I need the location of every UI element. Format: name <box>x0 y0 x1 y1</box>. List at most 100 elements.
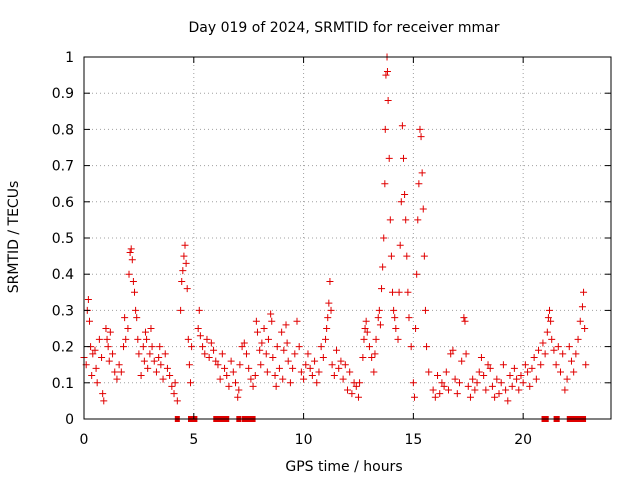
data-point <box>275 364 283 372</box>
data-point <box>178 277 186 285</box>
data-point <box>419 205 427 213</box>
data-point <box>85 317 93 325</box>
data-point <box>173 397 181 405</box>
data-point <box>497 379 505 387</box>
data-point <box>488 382 496 390</box>
data-point <box>436 390 444 398</box>
data-point <box>423 343 431 351</box>
data-point <box>188 343 196 351</box>
data-point <box>201 350 209 358</box>
data-point <box>325 299 333 307</box>
data-point <box>161 350 169 358</box>
data-point <box>396 241 404 249</box>
data-point <box>401 191 409 199</box>
y-tick-label: 0.9 <box>52 86 74 102</box>
data-point <box>295 343 303 351</box>
data-point <box>383 67 391 75</box>
data-point <box>330 372 338 380</box>
data-point <box>499 361 507 369</box>
data-point <box>482 386 490 394</box>
data-point <box>127 245 135 253</box>
data-point <box>109 350 117 358</box>
data-point <box>425 368 433 376</box>
data-point <box>473 379 481 387</box>
data-point <box>326 277 334 285</box>
data-point <box>581 325 589 332</box>
data-point <box>264 335 272 343</box>
data-point <box>442 368 450 376</box>
data-point <box>565 343 573 351</box>
data-point <box>302 361 310 369</box>
data-point <box>360 335 368 343</box>
data-point <box>387 252 395 260</box>
x-tick-label: 5 <box>189 432 198 448</box>
data-point <box>185 361 193 369</box>
data-point <box>344 386 351 394</box>
data-point <box>567 357 575 365</box>
data-point <box>552 361 560 369</box>
data-point <box>100 397 108 405</box>
data-point <box>269 353 277 361</box>
data-point <box>311 357 319 365</box>
data-point <box>126 248 134 256</box>
data-point <box>196 332 204 340</box>
x-tick-label: 0 <box>80 432 89 448</box>
data-point <box>232 379 240 387</box>
data-point <box>346 368 354 376</box>
data-point <box>184 335 192 343</box>
data-point <box>117 368 125 376</box>
data-point <box>92 364 100 372</box>
data-point <box>256 346 264 354</box>
data-point <box>253 328 261 336</box>
data-point <box>421 306 429 314</box>
data-point <box>362 317 370 325</box>
data-point <box>508 382 516 390</box>
data-point <box>121 314 129 322</box>
data-point <box>238 343 246 351</box>
data-point <box>159 375 167 383</box>
data-point <box>354 393 362 401</box>
data-point <box>227 357 235 365</box>
data-point <box>576 317 584 325</box>
data-point <box>99 390 107 398</box>
data-point <box>409 379 417 387</box>
data-point <box>394 335 402 343</box>
data-point <box>398 122 406 130</box>
data-point <box>181 241 189 249</box>
data-point <box>272 382 280 390</box>
data-point <box>328 361 336 369</box>
y-tick-label: 0.1 <box>52 376 74 392</box>
data-point <box>333 346 341 354</box>
data-point <box>284 357 292 365</box>
data-point <box>258 339 266 347</box>
data-point <box>453 390 461 398</box>
data-point <box>133 314 141 322</box>
data-point <box>380 234 388 242</box>
data-point <box>521 361 529 369</box>
data-point <box>263 368 271 376</box>
data-point <box>455 379 463 387</box>
data-point <box>486 364 494 372</box>
data-point <box>359 353 367 361</box>
data-point <box>156 343 164 351</box>
data-point <box>163 364 171 372</box>
y-tick-label: 0.4 <box>52 267 74 283</box>
data-point <box>216 375 224 383</box>
data-point <box>466 393 474 401</box>
data-point <box>410 393 418 401</box>
data-point <box>371 350 379 358</box>
data-point <box>289 364 297 372</box>
data-point <box>417 133 425 141</box>
data-point <box>135 350 143 358</box>
y-tick-label: 0.7 <box>52 159 74 175</box>
data-point <box>363 328 371 336</box>
data-point <box>572 350 580 358</box>
data-point <box>484 361 492 369</box>
data-point <box>379 263 387 271</box>
data-point <box>252 317 260 325</box>
data-point <box>365 343 373 351</box>
data-point <box>115 361 123 369</box>
data-point <box>150 357 158 365</box>
data-point <box>493 375 501 383</box>
